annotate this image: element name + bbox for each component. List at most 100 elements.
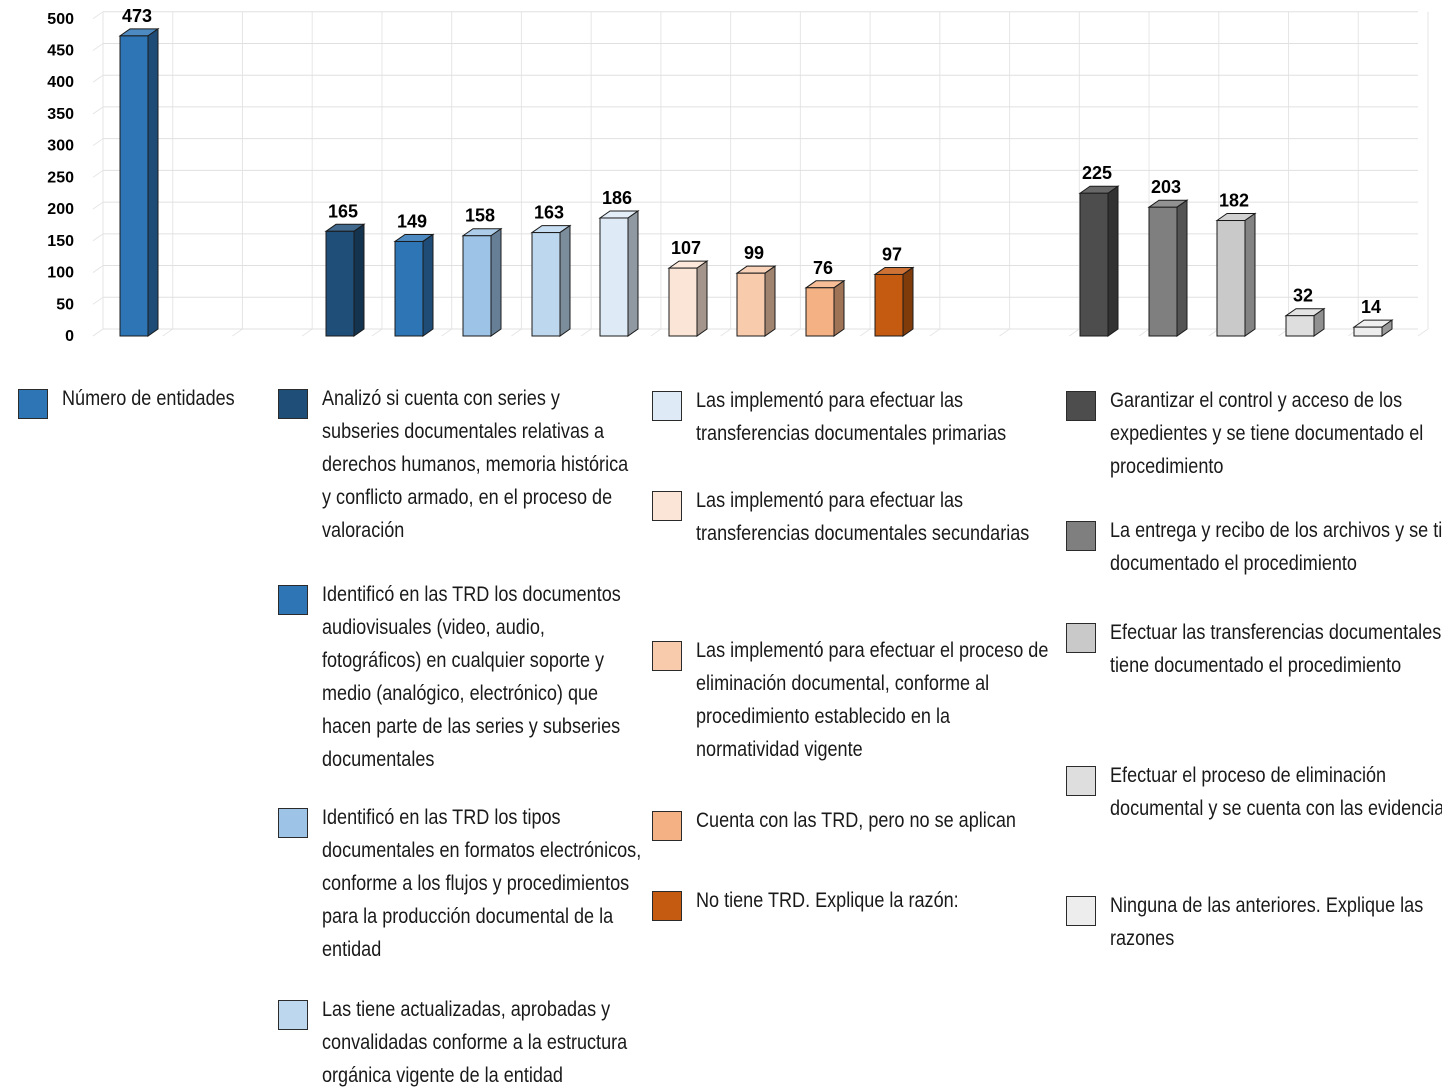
grid-side xyxy=(92,296,104,305)
y-tick-label: 100 xyxy=(47,265,74,282)
grid-diagonal xyxy=(441,328,452,337)
legend-swatch xyxy=(652,641,682,671)
legend-label: Identificó en las TRD los tipos document… xyxy=(322,806,642,961)
data-label: 158 xyxy=(465,206,495,226)
legend-label: Las implementó para efectuar el proceso … xyxy=(696,639,1049,761)
legend-label: Las implementó para efectuar las transfe… xyxy=(696,389,1007,445)
bar xyxy=(1078,185,1120,337)
legend-label: Analizó si cuenta con series y subseries… xyxy=(322,387,629,542)
grid-side xyxy=(92,74,104,83)
legend-item: Las implementó para efectuar las transfe… xyxy=(652,389,1108,450)
bar-front xyxy=(668,267,698,337)
bar xyxy=(1284,307,1326,337)
data-label: 149 xyxy=(397,211,427,231)
legend-item: La entrega y recibo de los archivos y se… xyxy=(1066,519,1442,580)
legend-item: Garantizar el control y acceso de los ex… xyxy=(1066,389,1442,483)
bar-front xyxy=(394,240,424,337)
grid-diagonal xyxy=(1069,328,1080,337)
bar-front xyxy=(119,35,149,337)
legend-item: Analizó si cuenta con series y subseries… xyxy=(278,387,694,547)
legend-item: Identificó en las TRD los tipos document… xyxy=(278,806,694,966)
bar xyxy=(1215,212,1257,337)
data-label: 163 xyxy=(534,203,564,223)
bar xyxy=(667,260,709,337)
legend-swatch xyxy=(1066,766,1096,796)
grid-side xyxy=(92,169,104,178)
bar-side xyxy=(696,260,708,337)
grid-diagonal xyxy=(301,328,313,337)
legend-item: Efectuar las transferencias documentales… xyxy=(1066,621,1442,682)
data-label: 14 xyxy=(1361,297,1381,317)
legend-item: Las tiene actualizadas, aprobadas y conv… xyxy=(278,998,694,1092)
grid-side xyxy=(92,328,104,337)
bar-front xyxy=(599,217,629,337)
bar-side xyxy=(833,279,845,337)
grid-diagonal xyxy=(929,328,941,337)
y-tick-label: 400 xyxy=(47,74,74,91)
legend-swatch xyxy=(1066,521,1096,551)
y-tick-label: 300 xyxy=(47,138,74,155)
legend-item: Cuenta con las TRD, pero no se aplican xyxy=(652,809,1108,841)
legend-swatch xyxy=(1066,623,1096,653)
bar-front xyxy=(325,230,355,337)
legend-label: No tiene TRD. Explique la razón: xyxy=(696,889,959,912)
y-tick-label: 250 xyxy=(47,169,74,186)
legend-item: Las implementó para efectuar las transfe… xyxy=(652,489,1108,550)
legend-label: La entrega y recibo de los archivos y se… xyxy=(1110,519,1442,575)
bar-side xyxy=(764,265,776,337)
bar-front xyxy=(1216,220,1246,337)
legend-label: Efectuar el proceso de eliminación docum… xyxy=(1110,764,1442,820)
grid-diagonal xyxy=(859,328,871,337)
bar-front xyxy=(736,272,766,337)
grid-diagonal xyxy=(580,328,592,337)
bar-front xyxy=(805,287,835,337)
data-label: 165 xyxy=(328,201,358,221)
bar-side xyxy=(1107,185,1119,337)
grid-diagonal xyxy=(1138,328,1150,337)
legend-label: Cuenta con las TRD, pero no se aplican xyxy=(696,809,1016,832)
bars xyxy=(118,27,1394,337)
bar xyxy=(324,223,366,337)
grid-side xyxy=(92,43,104,51)
legend-swatch xyxy=(652,891,682,921)
chart-grid xyxy=(92,11,1429,337)
data-label: 225 xyxy=(1082,163,1112,183)
data-labels: 473 165 149 158 163 186 107 99 76 97 225 203 182 32 14 xyxy=(122,6,1381,317)
y-tick-label: 200 xyxy=(47,201,74,218)
legend-swatch xyxy=(1066,896,1096,926)
grid-diagonal xyxy=(720,328,731,337)
bar xyxy=(598,210,640,337)
bar-front xyxy=(462,235,492,337)
legend-label: Efectuar las transferencias documentales… xyxy=(1110,621,1442,677)
bar xyxy=(804,279,846,337)
data-label: 99 xyxy=(744,243,764,263)
y-tick-label: 350 xyxy=(47,106,74,123)
bar xyxy=(1352,319,1394,337)
bar xyxy=(118,27,160,337)
bar-side xyxy=(422,233,434,337)
bar-side xyxy=(1244,212,1256,337)
legend-label: Las tiene actualizadas, aprobadas y conv… xyxy=(322,998,628,1087)
legend-swatch xyxy=(652,811,682,841)
y-tick-label: 500 xyxy=(47,11,74,28)
legend-swatch xyxy=(18,389,48,419)
legend-label: Las implementó para efectuar las transfe… xyxy=(696,489,1030,545)
bar-side xyxy=(353,223,365,337)
bar-side xyxy=(559,224,571,337)
bar xyxy=(873,266,915,337)
grid-side xyxy=(92,138,104,147)
legend-label: Número de entidades xyxy=(62,387,235,410)
data-label: 97 xyxy=(882,244,902,264)
legend-label: Garantizar el control y acceso de los ex… xyxy=(1110,389,1424,478)
data-label: 186 xyxy=(602,188,632,208)
bar-side xyxy=(1176,199,1188,337)
bar-front xyxy=(1148,206,1178,337)
data-label: 182 xyxy=(1219,191,1249,211)
y-tick-label: 450 xyxy=(47,42,74,59)
legend-label: Ninguna de las anteriores. Explique las … xyxy=(1110,894,1424,950)
legend-swatch xyxy=(1066,391,1096,421)
bar-side xyxy=(147,27,159,337)
legend-item: Las implementó para efectuar el proceso … xyxy=(652,639,1108,766)
bar-side xyxy=(902,266,914,337)
